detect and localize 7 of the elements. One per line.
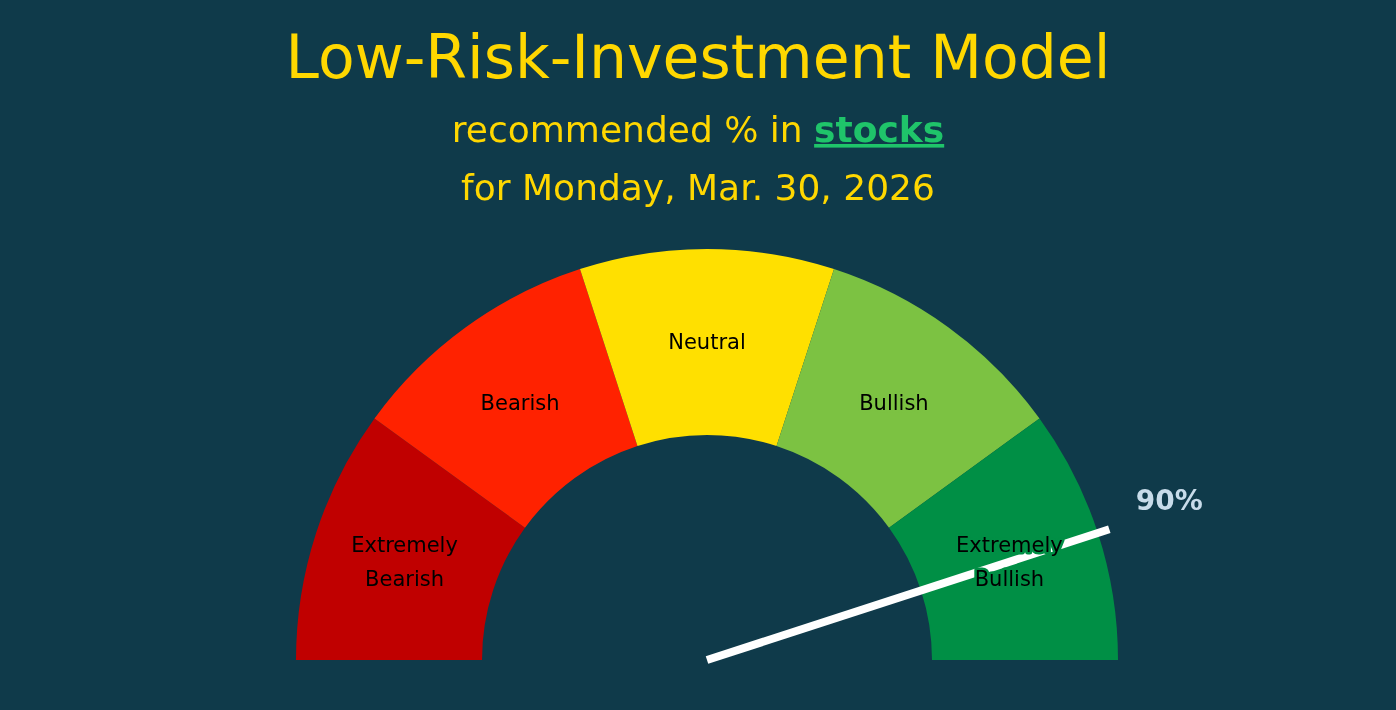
slice-label: Neutral [668,330,746,354]
chart-subtitle: recommended % in stocks for Monday, Mar. 30, 2026 [451,109,945,208]
chart-title: Low-Risk-Investment Model [285,22,1111,92]
slice-label: Extremely Bearish [351,532,458,591]
slice-label: Bearish [480,390,560,415]
slice-label: Bullish [859,390,929,415]
text: 90% [1135,483,1203,517]
